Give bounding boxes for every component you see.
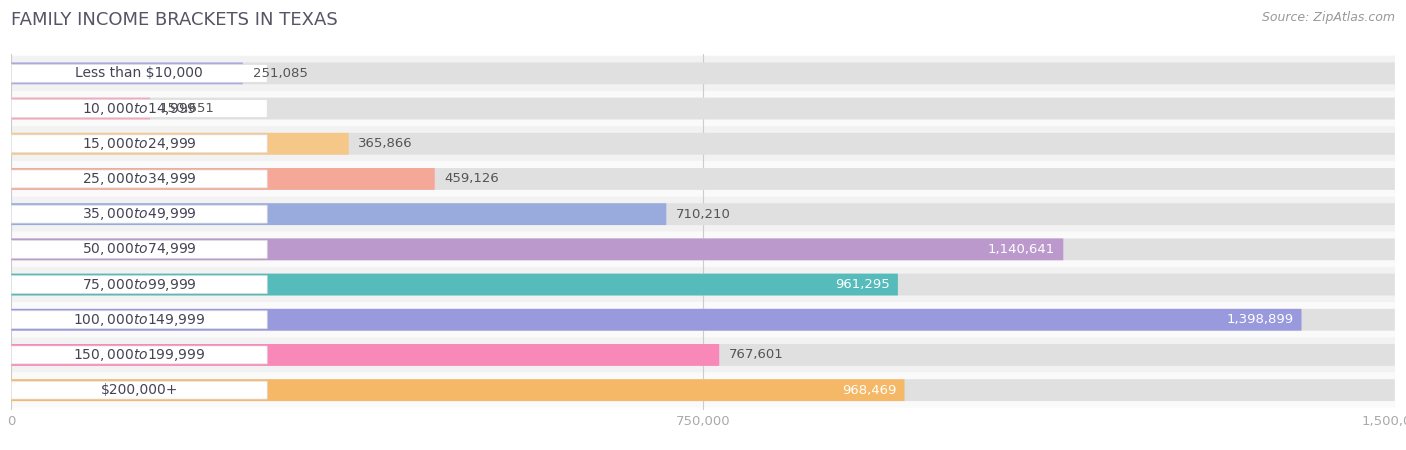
Text: 365,866: 365,866 (359, 137, 413, 150)
Text: $10,000 to $14,999: $10,000 to $14,999 (82, 100, 197, 117)
Text: $25,000 to $34,999: $25,000 to $34,999 (82, 171, 197, 187)
Text: 459,126: 459,126 (444, 172, 499, 185)
FancyBboxPatch shape (11, 379, 904, 401)
Text: $35,000 to $49,999: $35,000 to $49,999 (82, 206, 197, 222)
Text: 767,601: 767,601 (728, 348, 783, 361)
FancyBboxPatch shape (11, 232, 1395, 267)
FancyBboxPatch shape (11, 205, 267, 223)
FancyBboxPatch shape (11, 238, 1395, 260)
Text: 150,651: 150,651 (160, 102, 215, 115)
FancyBboxPatch shape (11, 275, 267, 293)
FancyBboxPatch shape (11, 274, 1395, 296)
Text: FAMILY INCOME BRACKETS IN TEXAS: FAMILY INCOME BRACKETS IN TEXAS (11, 11, 337, 29)
FancyBboxPatch shape (11, 133, 1395, 155)
FancyBboxPatch shape (11, 63, 1395, 84)
FancyBboxPatch shape (11, 91, 1395, 126)
FancyBboxPatch shape (11, 379, 1395, 401)
Text: 710,210: 710,210 (676, 207, 731, 220)
FancyBboxPatch shape (11, 170, 267, 188)
Text: 968,469: 968,469 (842, 384, 896, 396)
FancyBboxPatch shape (11, 126, 1395, 162)
FancyBboxPatch shape (11, 162, 1395, 197)
FancyBboxPatch shape (11, 302, 1395, 338)
Text: $15,000 to $24,999: $15,000 to $24,999 (82, 136, 197, 152)
Text: Less than $10,000: Less than $10,000 (76, 66, 202, 81)
FancyBboxPatch shape (11, 203, 1395, 225)
FancyBboxPatch shape (11, 311, 267, 328)
Text: 961,295: 961,295 (835, 278, 890, 291)
FancyBboxPatch shape (11, 168, 1395, 190)
FancyBboxPatch shape (11, 267, 1395, 302)
FancyBboxPatch shape (11, 344, 720, 366)
FancyBboxPatch shape (11, 133, 349, 155)
Text: Source: ZipAtlas.com: Source: ZipAtlas.com (1261, 11, 1395, 24)
Text: $75,000 to $99,999: $75,000 to $99,999 (82, 277, 197, 292)
Text: $150,000 to $199,999: $150,000 to $199,999 (73, 347, 205, 363)
FancyBboxPatch shape (11, 309, 1302, 331)
FancyBboxPatch shape (11, 338, 1395, 373)
Text: $50,000 to $74,999: $50,000 to $74,999 (82, 241, 197, 257)
FancyBboxPatch shape (11, 98, 150, 119)
Text: $200,000+: $200,000+ (101, 383, 179, 397)
FancyBboxPatch shape (11, 238, 1063, 260)
FancyBboxPatch shape (11, 240, 267, 258)
FancyBboxPatch shape (11, 309, 1395, 331)
Text: 251,085: 251,085 (253, 67, 308, 80)
FancyBboxPatch shape (11, 381, 267, 399)
Text: 1,140,641: 1,140,641 (988, 243, 1054, 256)
Text: 1,398,899: 1,398,899 (1226, 313, 1294, 326)
FancyBboxPatch shape (11, 197, 1395, 232)
FancyBboxPatch shape (11, 373, 1395, 408)
FancyBboxPatch shape (11, 168, 434, 190)
FancyBboxPatch shape (11, 203, 666, 225)
FancyBboxPatch shape (11, 98, 1395, 119)
FancyBboxPatch shape (11, 56, 1395, 91)
FancyBboxPatch shape (11, 274, 898, 296)
FancyBboxPatch shape (11, 135, 267, 153)
FancyBboxPatch shape (11, 344, 1395, 366)
FancyBboxPatch shape (11, 99, 267, 117)
FancyBboxPatch shape (11, 63, 243, 84)
FancyBboxPatch shape (11, 346, 267, 364)
FancyBboxPatch shape (11, 64, 267, 82)
Text: $100,000 to $149,999: $100,000 to $149,999 (73, 312, 205, 328)
